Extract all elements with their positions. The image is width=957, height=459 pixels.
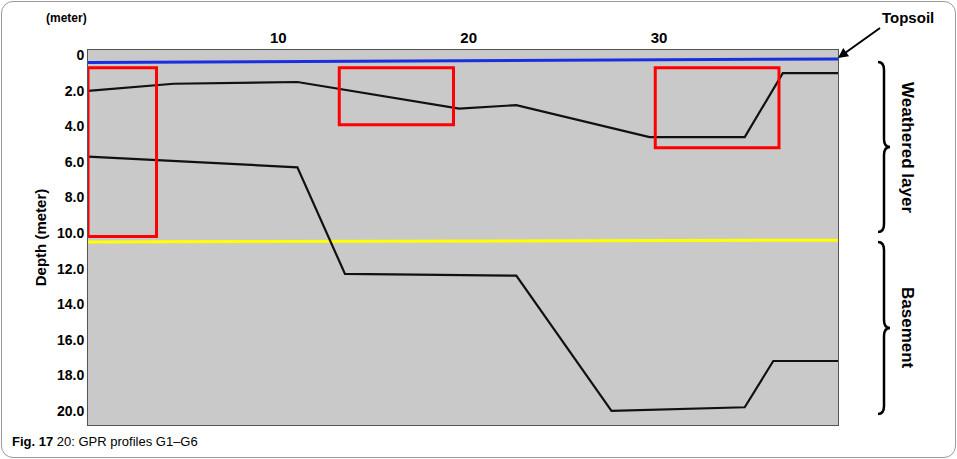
svg-text:2.0: 2.0 <box>65 83 85 99</box>
svg-text:14.0: 14.0 <box>57 296 84 312</box>
svg-text:10: 10 <box>270 29 287 46</box>
svg-text:10.0: 10.0 <box>57 225 84 241</box>
svg-text:8.0: 8.0 <box>65 189 85 205</box>
svg-text:Topsoil: Topsoil <box>882 9 934 26</box>
svg-text:20.0: 20.0 <box>57 403 84 419</box>
svg-text:18.0: 18.0 <box>57 367 84 383</box>
svg-text:30: 30 <box>651 29 668 46</box>
svg-text:6.0: 6.0 <box>65 154 85 170</box>
svg-text:Weathered layer: Weathered layer <box>898 82 917 213</box>
svg-text:0: 0 <box>76 47 84 63</box>
svg-text:4.0: 4.0 <box>65 118 85 134</box>
svg-text:12.0: 12.0 <box>57 261 84 277</box>
svg-text:16.0: 16.0 <box>57 332 84 348</box>
svg-text:Fig. 17 20: GPR profiles G1–G6: Fig. 17 20: GPR profiles G1–G6 <box>12 434 198 449</box>
svg-text:Depth (meter): Depth (meter) <box>32 189 49 287</box>
svg-text:20: 20 <box>460 29 477 46</box>
svg-text:Basement: Basement <box>898 287 917 369</box>
svg-text:(meter): (meter) <box>46 11 87 25</box>
